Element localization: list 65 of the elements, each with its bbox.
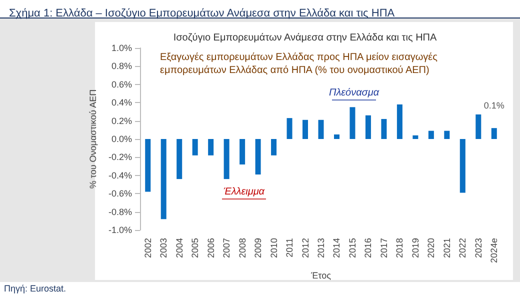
y-tick-label: 0.8%	[111, 61, 132, 72]
annotation: Έλλειμμα	[223, 186, 265, 198]
x-axis-title: Έτος	[310, 270, 332, 280]
x-tick-label: 2020	[426, 238, 436, 258]
bar	[318, 120, 324, 139]
y-tick-label: -0.8%	[108, 206, 132, 217]
y-tick-label: -0.6%	[108, 188, 132, 199]
x-tick-label: 2004	[174, 238, 184, 258]
x-tick-label: 2023	[473, 238, 484, 258]
bar	[302, 120, 308, 139]
x-tick-label: 2011	[284, 238, 295, 258]
x-tick-label: 2015	[347, 238, 358, 258]
bar	[412, 135, 418, 139]
bar	[160, 139, 166, 220]
x-tick-label: 2018	[394, 238, 405, 258]
x-tick-label: 2022	[458, 238, 468, 258]
bar	[444, 130, 450, 139]
x-tick-label: 2021	[442, 238, 452, 258]
bar	[460, 139, 466, 193]
x-tick-label: 2008	[237, 238, 248, 258]
bar	[476, 114, 482, 139]
y-tick-label: -0.4%	[108, 170, 132, 180]
text: Πηγή: Eurostat.	[4, 284, 66, 294]
bar	[240, 139, 246, 164]
x-tick-label: 2006	[206, 238, 216, 258]
bar	[145, 139, 151, 192]
x-tick-label: 2016	[363, 238, 374, 258]
y-tick-label: 0.6%	[111, 79, 132, 90]
bar	[192, 139, 198, 156]
bar	[286, 118, 292, 139]
bar	[381, 118, 387, 139]
bar	[365, 115, 371, 139]
bar	[271, 139, 277, 156]
x-tick-label: 2013	[316, 238, 326, 258]
x-tick-label: 2012	[300, 238, 310, 258]
x-tick-label: 2003	[158, 238, 169, 258]
bar	[491, 128, 497, 139]
x-tick-label: 2009	[253, 238, 264, 258]
x-tick-label: 2007	[222, 238, 232, 258]
x-tick-label: 2024e	[489, 238, 500, 264]
bar	[208, 139, 214, 156]
bar	[350, 107, 356, 139]
chart-subtitle: Ισοζύγιο Εμπορευμάτων Ανάμεσα στην Ελλάδα και τις ΗΠΑ	[173, 32, 438, 44]
annotation: Εξαγωγές εμπορευμάτων Ελλάδας προς ΗΠΑ μείον εισαγωγές εμπορευμάτων Ελλάδας από ΗΠΑ (% του ονομαστικού ΑΕΠ)	[160, 52, 438, 76]
x-tick-label: 2010	[268, 238, 279, 258]
x-tick-label: 2002	[142, 238, 153, 258]
bar	[428, 130, 434, 139]
x-tick-label: 2017	[378, 238, 389, 258]
bar	[255, 139, 261, 174]
x-tick-label: 2014	[332, 238, 342, 258]
y-tick-label: 0.2%	[111, 116, 132, 126]
bar	[224, 139, 230, 180]
y-tick-label: 0.4%	[111, 98, 132, 108]
data-label: 0.1%	[484, 100, 504, 111]
annotation: Πλεόνασμα	[328, 88, 380, 98]
x-tick-label: 2005	[190, 238, 200, 258]
bar	[176, 139, 182, 180]
y-axis-title: % του Ονομαστικού ΑΕΠ	[88, 89, 98, 189]
bar	[396, 104, 402, 139]
x-tick-label: 2019	[410, 238, 420, 258]
y-tick-label: -1.0%	[108, 225, 132, 235]
y-tick-label: 1.0%	[111, 43, 132, 53]
y-tick-label: -0.2%	[108, 152, 132, 162]
bar	[334, 134, 340, 139]
y-tick-label: 0.0%	[111, 134, 132, 144]
